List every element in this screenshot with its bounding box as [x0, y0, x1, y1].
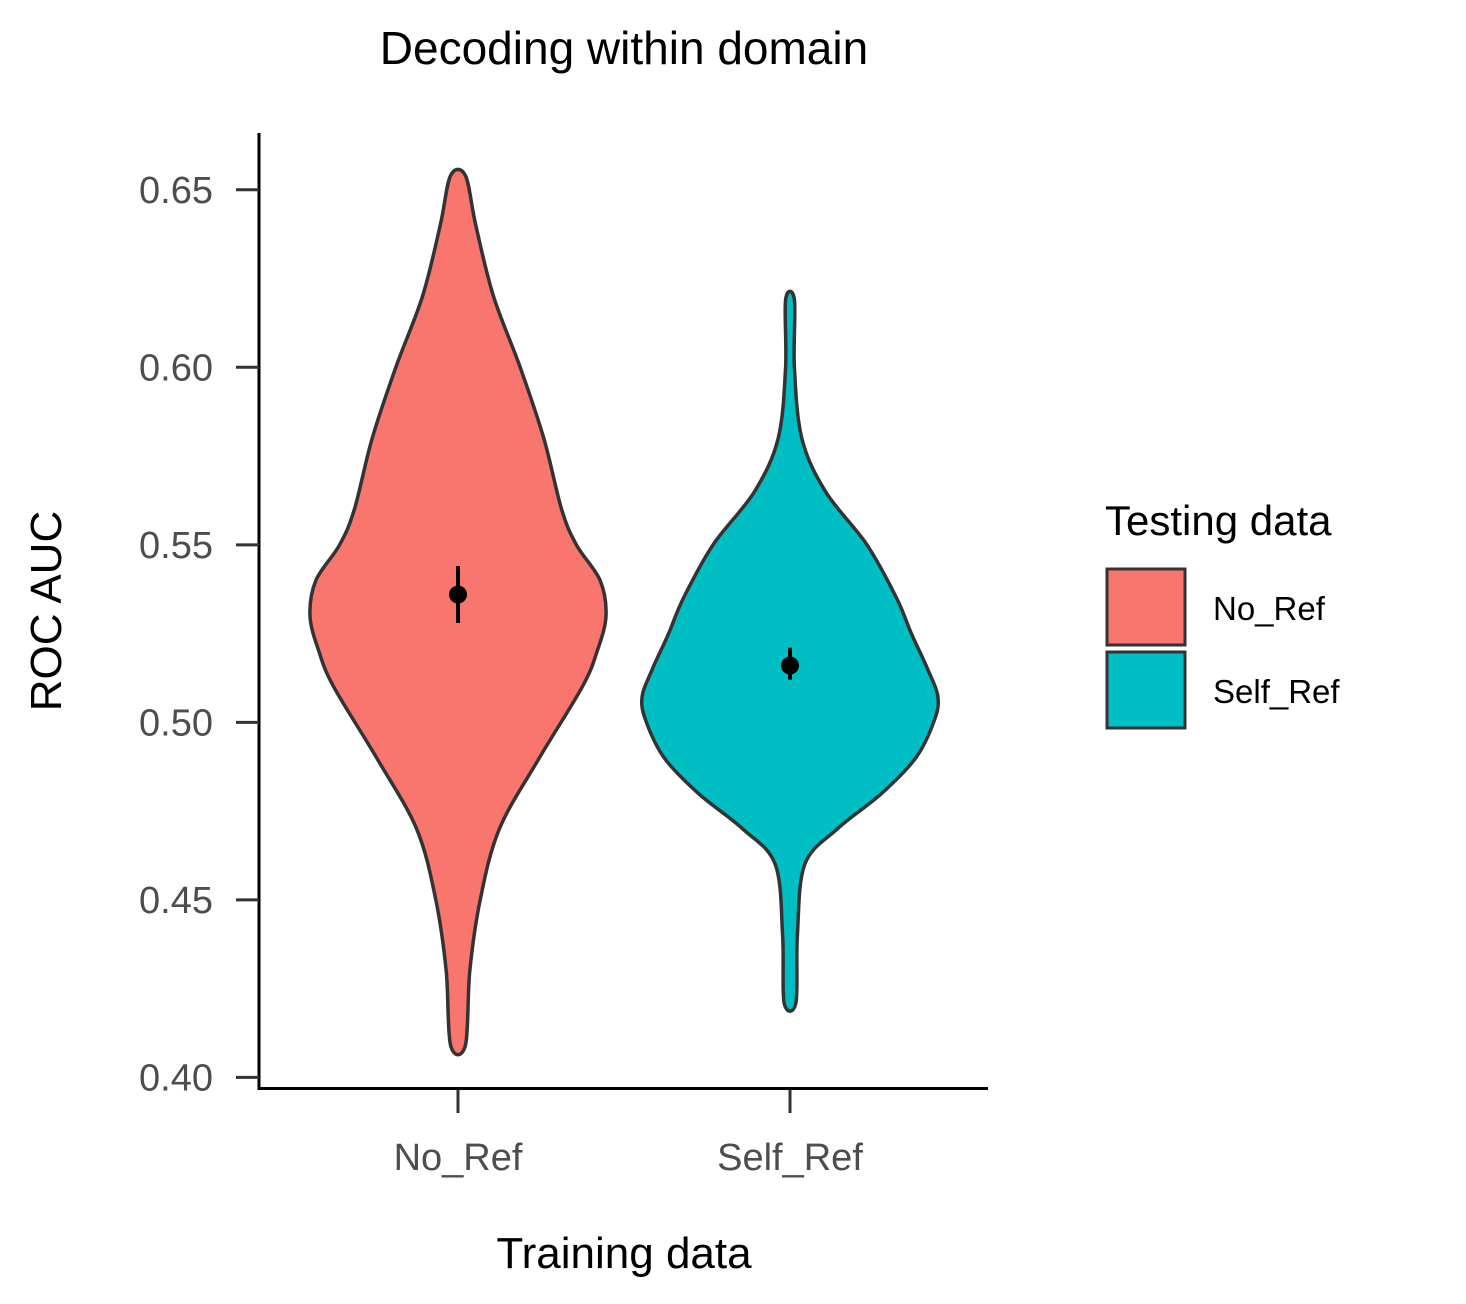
x-axis-title: Training data [496, 1229, 752, 1278]
chart-title: Decoding within domain [380, 22, 868, 74]
y-tick-label: 0.55 [139, 525, 213, 567]
y-tick-label: 0.45 [139, 880, 213, 922]
mean-point [781, 656, 799, 675]
mean-point [449, 585, 467, 604]
legend-label-self-ref: Self_Ref [1213, 673, 1340, 710]
x-tick-label: Self_Ref [717, 1137, 863, 1179]
y-tick-label: 0.40 [139, 1057, 213, 1099]
legend-swatch-no-ref [1105, 567, 1187, 647]
y-tick-label: 0.60 [139, 347, 213, 389]
mean-point-layer [449, 566, 799, 680]
x-axis-ticks: No_Ref Self_Ref [394, 1090, 863, 1179]
y-axis-title: ROC AUC [22, 511, 71, 711]
legend-swatch-self-ref [1105, 650, 1187, 730]
x-tick-label: No_Ref [394, 1137, 523, 1179]
legend: Testing data No_Ref Self_Ref [1105, 497, 1340, 730]
y-axis-ticks: 0.40 0.45 0.50 0.55 0.60 0.65 [139, 170, 259, 1099]
legend-title: Testing data [1105, 497, 1332, 544]
y-tick-label: 0.65 [139, 170, 213, 212]
y-tick-label: 0.50 [139, 702, 213, 744]
violin-layer [308, 167, 941, 1057]
legend-label-no-ref: No_Ref [1213, 590, 1326, 627]
